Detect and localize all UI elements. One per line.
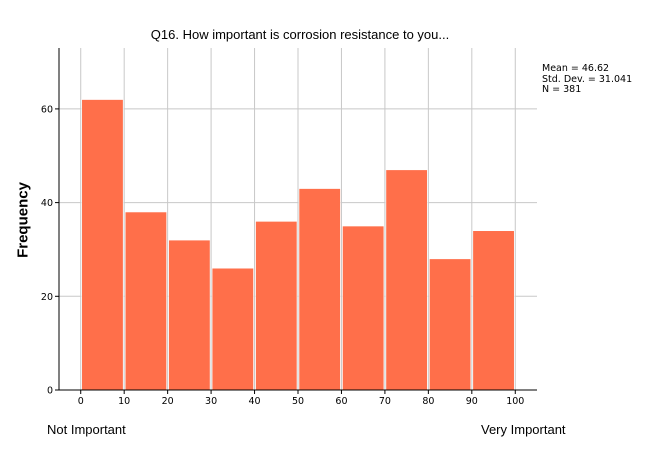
y-axis-title: Frequency [14,182,32,258]
x-tick-label: 100 [506,396,524,407]
y-tick-label: 0 [47,386,53,397]
stat-std-dev: Std. Dev. = 31.041 [542,73,633,85]
stat-mean: Mean = 46.62 [542,63,610,74]
stats-box: Mean = 46.62 Std. Dev. = 31.041 N = 381 [542,63,633,96]
y-tick-label: 40 [41,198,53,209]
y-tick-label: 60 [41,104,53,115]
x-tick-label: 60 [335,396,347,407]
histogram-bar [211,267,254,391]
histogram-bar [429,258,472,391]
x-tick-label: 80 [422,396,434,407]
x-tick-label: 70 [379,396,391,407]
histogram-bar [342,225,385,391]
histogram-bar [168,239,211,391]
x-tick-label: 50 [292,396,304,407]
y-axis-title-wrap: Frequency [13,182,33,258]
histogram-bar [385,169,428,391]
histogram-bar [255,221,298,391]
stat-n: N = 381 [542,84,582,95]
x-tick-label: 10 [118,396,130,407]
chart-title: Q16. How important is corrosion resistan… [150,27,450,42]
y-tick-labels: 0 20 40 60 [41,104,53,396]
histogram-bar [124,211,167,391]
y-tick-label: 20 [41,292,53,303]
bars [81,99,515,391]
x-tick-label: 20 [162,396,174,407]
x-tick-label: 40 [248,396,260,407]
anchor-label-high: Very Important [481,422,566,437]
x-tick-label: 90 [466,396,478,407]
x-tick-labels: 0 10 20 30 40 50 60 70 80 90 100 [78,396,525,407]
histogram-bar [81,99,124,391]
axes [55,48,537,394]
anchor-label-low: Not Important [47,422,126,437]
histogram-bar [472,230,515,391]
x-tick-label: 30 [205,396,217,407]
x-tick-label: 0 [78,396,84,407]
histogram-bar [298,188,341,391]
